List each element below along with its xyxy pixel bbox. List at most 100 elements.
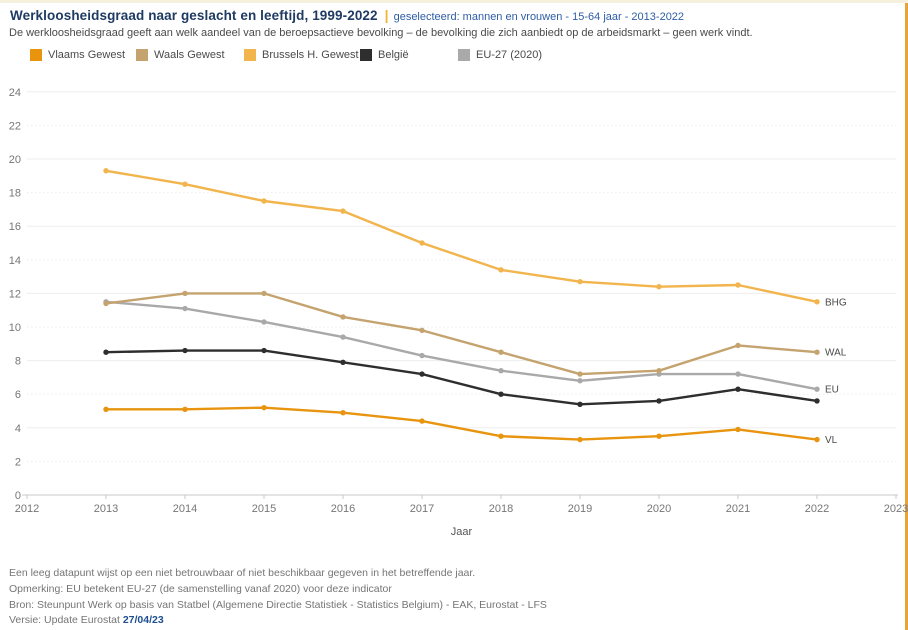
eu27-swatch-icon — [458, 49, 470, 61]
series-end-label: WAL — [825, 348, 847, 359]
legend-label: België — [378, 49, 409, 61]
brussels-gewest-swatch-icon — [244, 49, 256, 61]
unemployment-line-chart[interactable]: 0 2 4 6 8 10 12 14 16 18 20 22 24 2012 2013 2014 2015 201… — [0, 78, 908, 550]
title-separator: | — [384, 7, 389, 23]
x-tick-label: 2014 — [173, 503, 197, 515]
series-line-wal — [104, 292, 819, 376]
data-point[interactable] — [261, 347, 267, 354]
data-point[interactable] — [814, 398, 820, 404]
data-point[interactable] — [814, 299, 820, 305]
data-point[interactable] — [419, 327, 425, 334]
data-point[interactable] — [735, 282, 741, 288]
data-point[interactable] — [656, 283, 662, 290]
data-point[interactable] — [498, 367, 504, 374]
data-point[interactable] — [182, 181, 188, 187]
y-tick-label: 6 — [15, 389, 21, 401]
data-point[interactable] — [814, 349, 820, 355]
x-tick-label: 2013 — [94, 503, 118, 515]
y-tick-label: 8 — [15, 356, 21, 368]
legend: Vlaams Gewest Waals Gewest Brussels H. G… — [0, 49, 908, 65]
data-point[interactable] — [103, 300, 109, 307]
series-line-vl — [104, 406, 819, 441]
legend-item-belgie[interactable]: België — [360, 49, 409, 61]
y-tick-label: 12 — [9, 288, 21, 300]
x-axis-title: Jaar — [451, 526, 473, 538]
data-point[interactable] — [656, 398, 662, 404]
top-accent-strip — [0, 0, 908, 3]
y-tick-label: 22 — [9, 120, 21, 132]
x-tick-label: 2021 — [726, 503, 750, 515]
legend-label: Vlaams Gewest — [48, 49, 126, 61]
data-point[interactable] — [261, 404, 267, 411]
data-point[interactable] — [103, 406, 109, 413]
data-point[interactable] — [261, 319, 267, 325]
data-point[interactable] — [419, 352, 425, 359]
x-tick-label: 2016 — [331, 503, 355, 515]
data-point[interactable] — [577, 278, 583, 285]
header: Werkloosheidsgraad naar geslacht en leef… — [10, 7, 890, 25]
data-point[interactable] — [735, 342, 741, 349]
data-point[interactable] — [261, 198, 267, 204]
data-point[interactable] — [340, 334, 346, 340]
data-point[interactable] — [735, 426, 741, 433]
data-point[interactable] — [498, 267, 504, 273]
belgie-swatch-icon — [360, 49, 372, 61]
x-tick-label: 2017 — [410, 503, 434, 515]
series-end-label: BHG — [825, 297, 847, 308]
legend-label: Waals Gewest — [154, 49, 225, 61]
y-tick-label: 14 — [9, 255, 21, 267]
data-point[interactable] — [498, 391, 504, 397]
data-point[interactable] — [340, 409, 346, 416]
data-point[interactable] — [261, 290, 267, 297]
data-point[interactable] — [735, 386, 741, 392]
series-line-bhg — [104, 169, 819, 304]
x-tick-label: 2020 — [647, 503, 671, 515]
data-point[interactable] — [814, 386, 820, 392]
data-point[interactable] — [419, 240, 425, 246]
y-tick-label: 24 — [9, 87, 21, 99]
data-point[interactable] — [419, 418, 425, 424]
footer-notes: Een leeg datapunt wijst op een niet betr… — [9, 566, 899, 629]
footer-version: Versie: Update Eurostat 27/04/23 — [9, 613, 899, 629]
series-line-belgi- — [104, 349, 819, 406]
y-tick-label: 4 — [15, 423, 21, 435]
legend-item-vlaams-gewest[interactable]: Vlaams Gewest — [30, 49, 125, 61]
legend-label: EU-27 (2020) — [476, 49, 543, 61]
series-line-eu — [104, 300, 819, 391]
right-accent-bar — [905, 3, 908, 630]
data-point[interactable] — [577, 436, 583, 443]
data-point[interactable] — [340, 208, 346, 214]
legend-item-brussels-gewest[interactable]: Brussels H. Gewest — [244, 49, 359, 61]
data-point[interactable] — [103, 168, 109, 174]
data-point[interactable] — [340, 359, 346, 365]
data-point[interactable] — [577, 371, 583, 377]
data-point[interactable] — [103, 349, 109, 355]
data-point[interactable] — [814, 436, 820, 443]
x-tick-label: 2018 — [489, 503, 513, 515]
legend-item-eu27[interactable]: EU-27 (2020) — [458, 49, 542, 61]
data-point[interactable] — [340, 314, 346, 320]
data-point[interactable] — [182, 347, 188, 354]
data-point[interactable] — [656, 367, 662, 374]
data-point[interactable] — [498, 433, 504, 439]
page-title: Werkloosheidsgraad naar geslacht en leef… — [10, 8, 378, 23]
data-point[interactable] — [656, 433, 662, 439]
data-point[interactable] — [735, 371, 741, 377]
data-point[interactable] — [419, 371, 425, 377]
y-tick-label: 16 — [9, 221, 21, 233]
data-point[interactable] — [182, 406, 188, 413]
data-point[interactable] — [577, 378, 583, 384]
data-point[interactable] — [182, 305, 188, 312]
data-point[interactable] — [182, 290, 188, 297]
x-tick-label: 2022 — [805, 503, 829, 515]
selection-info: geselecteerd: mannen en vrouwen - 15-64 … — [393, 11, 685, 23]
x-tick-label: 2023 — [884, 503, 908, 515]
legend-item-waals-gewest[interactable]: Waals Gewest — [136, 49, 225, 61]
data-point[interactable] — [498, 349, 504, 355]
x-tick-label: 2019 — [568, 503, 592, 515]
y-tick-label: 10 — [9, 322, 21, 334]
vlaams-gewest-swatch-icon — [30, 49, 42, 61]
data-point[interactable] — [577, 401, 583, 407]
